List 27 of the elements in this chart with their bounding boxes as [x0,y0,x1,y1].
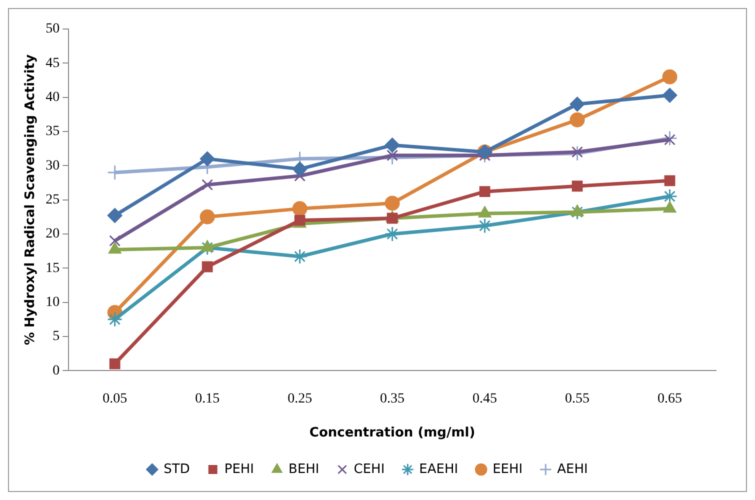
legend-label: CEHI [354,462,385,477]
legend-label: BEHI [288,462,320,477]
y-tick-label: 25 [46,192,60,208]
y-tick-label: 40 [46,90,60,105]
x-tick-label: 0.35 [380,392,405,407]
x-tick-label: 0.45 [472,392,498,407]
legend-label: PEHI [224,462,254,477]
y-tick-label: 0 [52,363,60,378]
legend-label: AEHI [557,462,588,477]
x-tick-label: 0.15 [195,392,220,407]
legend-label: STD [164,462,190,477]
x-tick-label: 0.25 [288,392,312,407]
y-tick-label: 10 [46,294,60,310]
y-tick-label: 50 [46,22,60,37]
y-tick-label: 5 [52,329,60,344]
y-tick-label: 35 [46,124,60,140]
y-tick-label: 15 [46,260,60,276]
y-tick-label: 45 [46,56,60,71]
legend-label: EEHI [492,462,523,477]
x-axis-title: Concentration (mg/ml) [309,426,476,441]
x-tick-label: 0.65 [658,392,682,407]
x-tick-label: 0.55 [565,392,590,407]
legend-label: EAEHI [419,462,458,477]
y-tick-label: 20 [46,226,60,242]
y-tick-label: 30 [46,158,60,174]
y-axis-title: % Hydroxyl Radical Scavenging Activity [23,54,38,346]
x-tick-label: 0.05 [102,392,128,407]
